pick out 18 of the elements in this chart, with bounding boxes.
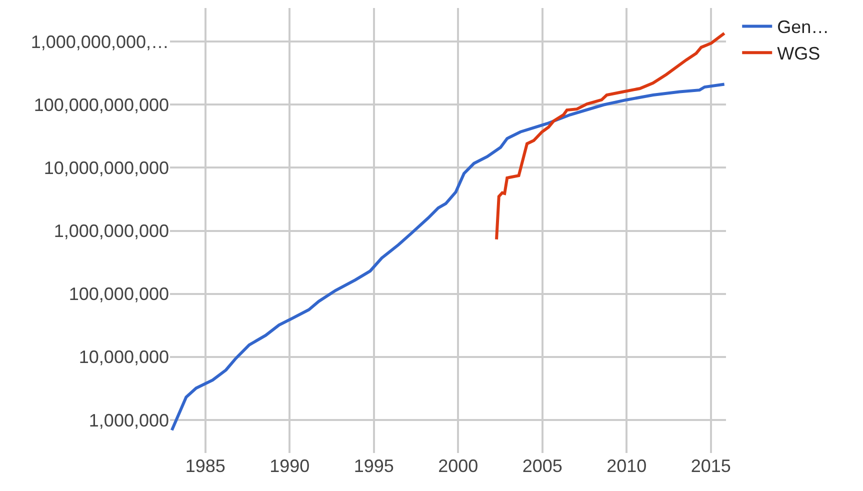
y-tick-label: 100,000,000 — [68, 284, 169, 304]
x-tick-label: 2005 — [522, 456, 562, 476]
line-series — [495, 32, 726, 241]
legend-label: WGS — [777, 44, 820, 64]
x-tick-label: 2015 — [690, 456, 731, 476]
line-series — [170, 82, 726, 432]
y-tick-label: 1,000,000,000,… — [30, 32, 169, 52]
x-tick-label: 2000 — [438, 456, 478, 476]
y-tick-label: 1,000,000 — [88, 410, 169, 430]
x-tick-label: 1985 — [185, 456, 226, 476]
y-tick-label: 10,000,000 — [78, 347, 169, 368]
legend-label: Gen… — [777, 17, 830, 38]
y-tick-label: 1,000,000,000 — [54, 221, 169, 242]
y-tick-label: 10,000,000,000 — [44, 158, 169, 178]
x-tick-label: 1995 — [354, 456, 394, 476]
x-tick-label: 1990 — [270, 456, 310, 476]
x-tick-label: 2010 — [606, 456, 647, 476]
y-tick-label: 100,000,000,000 — [34, 94, 169, 115]
